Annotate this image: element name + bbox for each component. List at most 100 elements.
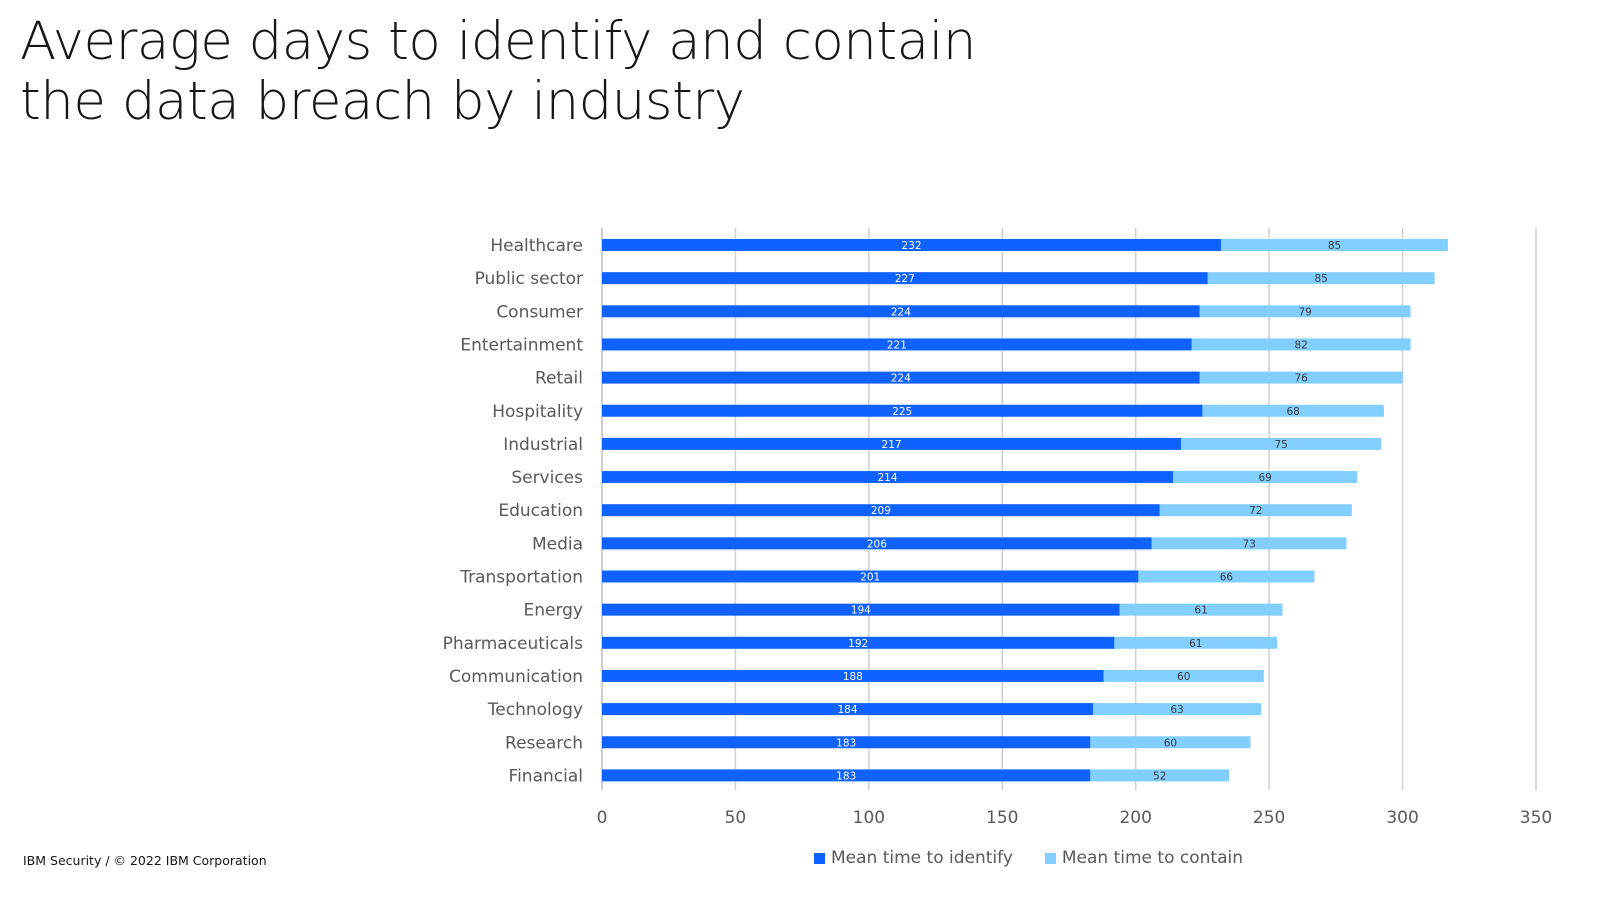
data-label-identify: 217 bbox=[882, 439, 902, 451]
bar-identify bbox=[602, 703, 1094, 716]
category-label: Services bbox=[511, 468, 583, 488]
data-label-contain: 61 bbox=[1194, 605, 1207, 617]
legend-swatch-identify bbox=[814, 852, 825, 864]
category-label: Entertainment bbox=[460, 335, 583, 355]
data-label-contain: 75 bbox=[1274, 439, 1287, 451]
category-label: Energy bbox=[523, 601, 583, 621]
footer-copyright: IBM Security / © 2022 IBM Corporation bbox=[23, 853, 267, 868]
bar-identify bbox=[602, 603, 1120, 616]
bar-contain bbox=[1173, 471, 1358, 484]
data-label-contain: 85 bbox=[1328, 240, 1341, 252]
legend-label-contain: Mean time to contain bbox=[1061, 848, 1243, 868]
data-label-contain: 82 bbox=[1294, 339, 1307, 351]
bar-identify bbox=[602, 471, 1174, 484]
bar-identify bbox=[602, 272, 1208, 285]
bar-identify bbox=[602, 769, 1091, 782]
data-label-identify: 224 bbox=[891, 373, 911, 385]
data-label-contain: 73 bbox=[1242, 538, 1255, 550]
category-label: Research bbox=[505, 733, 583, 753]
data-label-identify: 221 bbox=[887, 339, 907, 351]
category-label: Media bbox=[532, 534, 583, 554]
legend-swatch-contain bbox=[1044, 852, 1056, 864]
data-label-identify: 206 bbox=[867, 538, 887, 550]
category-label: Financial bbox=[509, 766, 583, 786]
x-tick-label: 350 bbox=[1520, 808, 1552, 828]
bar-contain bbox=[1159, 504, 1352, 517]
data-label-contain: 63 bbox=[1170, 704, 1183, 716]
bar-identify bbox=[602, 636, 1115, 649]
bar-identify bbox=[602, 570, 1139, 583]
bar-contain bbox=[1093, 703, 1262, 716]
bar-identify bbox=[602, 305, 1200, 318]
data-label-contain: 66 bbox=[1220, 572, 1234, 584]
legend-item-contain: Mean time to contain bbox=[1044, 848, 1243, 868]
chart-title-line-2: the data breach by industry bbox=[20, 71, 745, 132]
data-label-identify: 214 bbox=[878, 472, 898, 484]
chart-title-line-1: Average days to identify and contain bbox=[20, 11, 976, 72]
data-label-contain: 79 bbox=[1298, 306, 1311, 318]
bar-contain bbox=[1114, 636, 1278, 649]
category-label: Retail bbox=[535, 369, 583, 389]
x-tick-label: 100 bbox=[853, 808, 885, 828]
data-label-contain: 72 bbox=[1249, 505, 1262, 517]
category-label: Pharmaceuticals bbox=[443, 634, 584, 654]
data-label-identify: 192 bbox=[848, 638, 868, 650]
chart-title: Average days to identify and contain the… bbox=[20, 12, 976, 132]
category-label: Communication bbox=[449, 667, 583, 687]
bar-contain bbox=[1199, 371, 1403, 384]
category-label: Hospitality bbox=[492, 402, 583, 422]
x-tick-label: 200 bbox=[1119, 808, 1151, 828]
data-label-identify: 224 bbox=[891, 306, 911, 318]
bar-contain bbox=[1181, 437, 1382, 450]
bar-contain bbox=[1138, 570, 1315, 583]
data-label-identify: 188 bbox=[843, 671, 863, 683]
data-label-contain: 76 bbox=[1294, 373, 1308, 385]
category-label: Industrial bbox=[503, 435, 583, 455]
data-label-identify: 183 bbox=[836, 737, 856, 749]
x-tick-label: 150 bbox=[986, 808, 1018, 828]
bar-contain bbox=[1202, 404, 1384, 417]
category-label: Consumer bbox=[496, 302, 583, 322]
bar-contain bbox=[1103, 669, 1264, 682]
data-label-contain: 85 bbox=[1314, 273, 1327, 285]
bar-contain bbox=[1191, 338, 1411, 351]
data-label-contain: 61 bbox=[1189, 638, 1202, 650]
bar-contain bbox=[1119, 603, 1283, 616]
category-label: Healthcare bbox=[490, 236, 583, 256]
data-label-contain: 52 bbox=[1153, 770, 1166, 782]
bar-identify bbox=[602, 437, 1182, 450]
category-label: Public sector bbox=[475, 269, 583, 289]
category-label: Transportation bbox=[459, 568, 583, 588]
bar-contain bbox=[1151, 537, 1347, 550]
bar-identify bbox=[602, 504, 1160, 517]
category-label: Technology bbox=[487, 700, 583, 720]
data-label-identify: 232 bbox=[902, 240, 922, 252]
data-label-identify: 194 bbox=[851, 605, 871, 617]
bar-identify bbox=[602, 371, 1200, 384]
bar-identify bbox=[602, 404, 1203, 417]
bar-identify bbox=[602, 537, 1152, 550]
legend-label-identify: Mean time to identify bbox=[831, 848, 1013, 868]
legend-item-identify: Mean time to identify bbox=[814, 848, 1013, 868]
data-label-identify: 225 bbox=[892, 406, 912, 418]
bar-contain bbox=[1221, 239, 1448, 251]
x-tick-label: 0 bbox=[597, 808, 608, 828]
bar-contain bbox=[1207, 272, 1435, 285]
bar-identify bbox=[602, 239, 1222, 251]
x-tick-label: 300 bbox=[1386, 808, 1418, 828]
data-label-identify: 201 bbox=[860, 572, 880, 584]
data-label-identify: 209 bbox=[871, 505, 891, 517]
x-tick-label: 250 bbox=[1253, 808, 1285, 828]
data-label-identify: 227 bbox=[895, 273, 915, 285]
x-tick-label: 50 bbox=[725, 808, 747, 828]
bar-contain bbox=[1199, 305, 1411, 318]
bar-identify bbox=[602, 736, 1091, 749]
category-label: Education bbox=[498, 501, 583, 521]
data-label-contain: 69 bbox=[1258, 472, 1271, 484]
data-label-identify: 184 bbox=[837, 704, 857, 716]
data-label-contain: 68 bbox=[1286, 406, 1299, 418]
bar-contain bbox=[1090, 736, 1251, 749]
data-label-contain: 60 bbox=[1164, 737, 1177, 749]
bar-identify bbox=[602, 669, 1104, 682]
